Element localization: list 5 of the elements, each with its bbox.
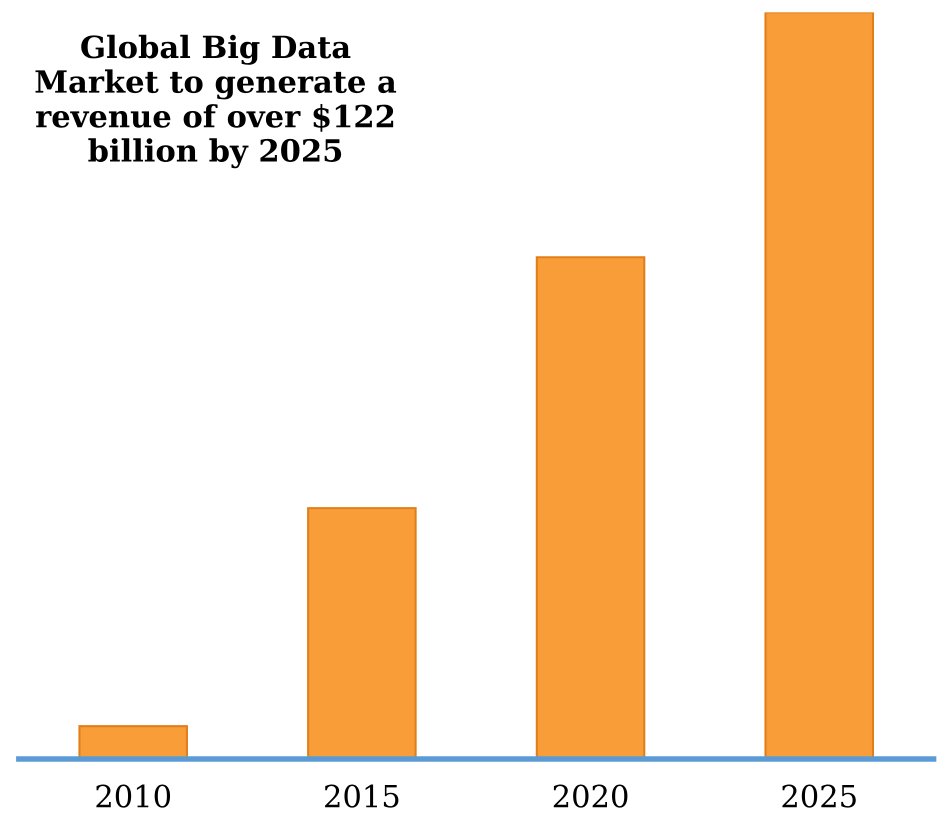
x-tick-label: 2025 — [782, 784, 856, 808]
x-tick-label: 2020 — [554, 784, 628, 808]
x-tick-label: 2010 — [96, 784, 170, 808]
text: Global Big Data Market to generate a revenue of over $122 billion by 2025 — [36, 34, 396, 168]
x-tick-label: 2015 — [325, 784, 398, 808]
